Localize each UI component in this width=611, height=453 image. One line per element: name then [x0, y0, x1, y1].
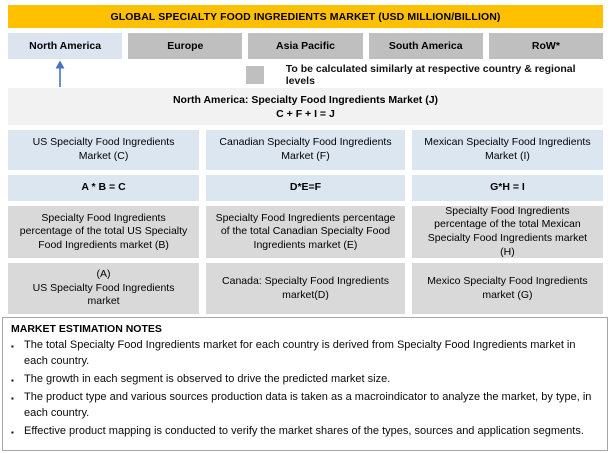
tab-asia-pacific: Asia Pacific: [248, 33, 363, 59]
legend: To be calculated similarly at respective…: [246, 63, 603, 87]
mexico-percentage-box: Specialty Food Ingredients percentage of…: [411, 204, 603, 258]
canada-base-label: Canada: Specialty Food Ingredients marke…: [222, 274, 389, 301]
canada-formula-box: D*E=F: [206, 175, 405, 201]
bullet-icon: ▪: [11, 375, 14, 385]
region-box-formula: C + F + I = J: [276, 107, 335, 120]
banner-title: GLOBAL SPECIALTY FOOD INGREDIENTS MARKET…: [110, 10, 501, 23]
north-america-market-box: North America: Specialty Food Ingredient…: [8, 88, 603, 125]
us-percentage-label: Specialty Food Ingredients percentage of…: [19, 211, 188, 251]
canada-market-label: Canadian Specialty Food Ingredients Mark…: [219, 136, 392, 162]
mexico-percentage-label: Specialty Food Ingredients percentage of…: [427, 204, 588, 258]
bullet-icon: ▪: [11, 342, 14, 351]
estimation-grid: US Specialty Food Ingredients Market (C)…: [8, 130, 603, 314]
global-market-banner: GLOBAL SPECIALTY FOOD INGREDIENTS MARKET…: [8, 5, 603, 28]
canada-base-market-box: Canada: Specialty Food Ingredients marke…: [206, 263, 405, 314]
note-item: ▪ The total Specialty Food Ingredients m…: [11, 338, 597, 370]
region-box-title: North America: Specialty Food Ingredient…: [172, 93, 439, 106]
tab-south-america: South America: [368, 33, 483, 59]
tab-europe: Europe: [128, 33, 243, 59]
mexico-market-box: Mexican Specialty Food Ingredients Marke…: [411, 130, 603, 170]
tab-north-america: North America: [8, 33, 123, 59]
us-base-top: (A): [96, 268, 111, 281]
notes-title: MARKET ESTIMATION NOTES: [11, 323, 162, 335]
legend-swatch-icon: [246, 66, 264, 84]
mexico-market-label: Mexican Specialty Food Ingredients Marke…: [424, 136, 591, 162]
note-text: The product type and various sources pro…: [24, 390, 592, 419]
note-item: ▪ The growth in each segment is observed…: [11, 372, 597, 388]
region-tabs: North America Europe Asia Pacific South …: [8, 33, 604, 59]
tab-row: RoW*: [488, 33, 604, 59]
legend-note: To be calculated similarly at respective…: [285, 63, 576, 87]
us-formula: A * B = C: [81, 181, 126, 194]
us-percentage-box: Specialty Food Ingredients percentage of…: [8, 206, 200, 258]
us-market-label: US Specialty Food Ingredients Market (C): [32, 136, 175, 162]
mexico-formula-box: G*H = I: [411, 175, 603, 201]
canada-percentage-box: Specialty Food Ingredients percentage of…: [206, 206, 405, 258]
us-market-box: US Specialty Food Ingredients Market (C): [8, 130, 200, 170]
mexico-base-market-box: Mexico Specialty Food Ingredients market…: [411, 263, 603, 314]
note-item: ▪ The product type and various sources p…: [11, 390, 597, 422]
mexico-base-label: Mexico Specialty Food Ingredients market…: [427, 274, 588, 301]
us-base-label: US Specialty Food Ingredients market: [32, 281, 175, 308]
market-estimation-notes: MARKET ESTIMATION NOTES ▪ The total Spec…: [2, 317, 608, 451]
up-arrow-icon: [55, 60, 65, 87]
mexico-formula: G*H = I: [490, 181, 525, 194]
note-text: The total Specialty Food Ingredients mar…: [24, 339, 576, 367]
canada-formula: D*E=F: [289, 181, 322, 194]
us-base-market-box: (A) US Specialty Food Ingredients market: [8, 263, 200, 314]
legend-strip: To be calculated similarly at respective…: [8, 59, 603, 88]
note-text: The growth in each segment is observed t…: [24, 372, 391, 385]
note-text: Effective product mapping is conducted t…: [24, 424, 584, 437]
us-formula-box: A * B = C: [8, 175, 200, 201]
canada-percentage-label: Specialty Food Ingredients percentage of…: [215, 211, 396, 251]
bullet-icon: ▪: [11, 393, 14, 403]
bullet-icon: ▪: [11, 427, 14, 437]
canada-market-box: Canadian Specialty Food Ingredients Mark…: [206, 130, 405, 170]
note-item: ▪ Effective product mapping is conducted…: [11, 424, 597, 440]
